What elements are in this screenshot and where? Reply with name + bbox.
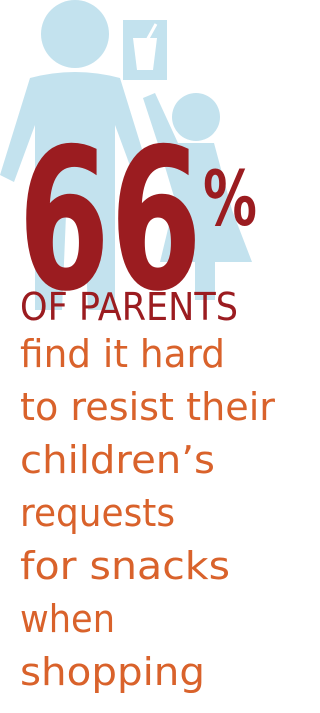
cup [133,38,157,70]
description-line: for snacks [20,544,230,588]
description-line: when [20,597,115,641]
subject: OF PARENTS [20,285,238,329]
description-line: children’s [20,438,215,482]
description-line: shopping [20,650,205,694]
adult-head [41,0,109,68]
description-line: to resist their [20,385,275,429]
description-line: requests [20,491,175,535]
description-line: find it hard [20,332,225,376]
description: find it hard to resist their children’s req… [20,332,275,694]
stat-unit: % [203,154,257,243]
